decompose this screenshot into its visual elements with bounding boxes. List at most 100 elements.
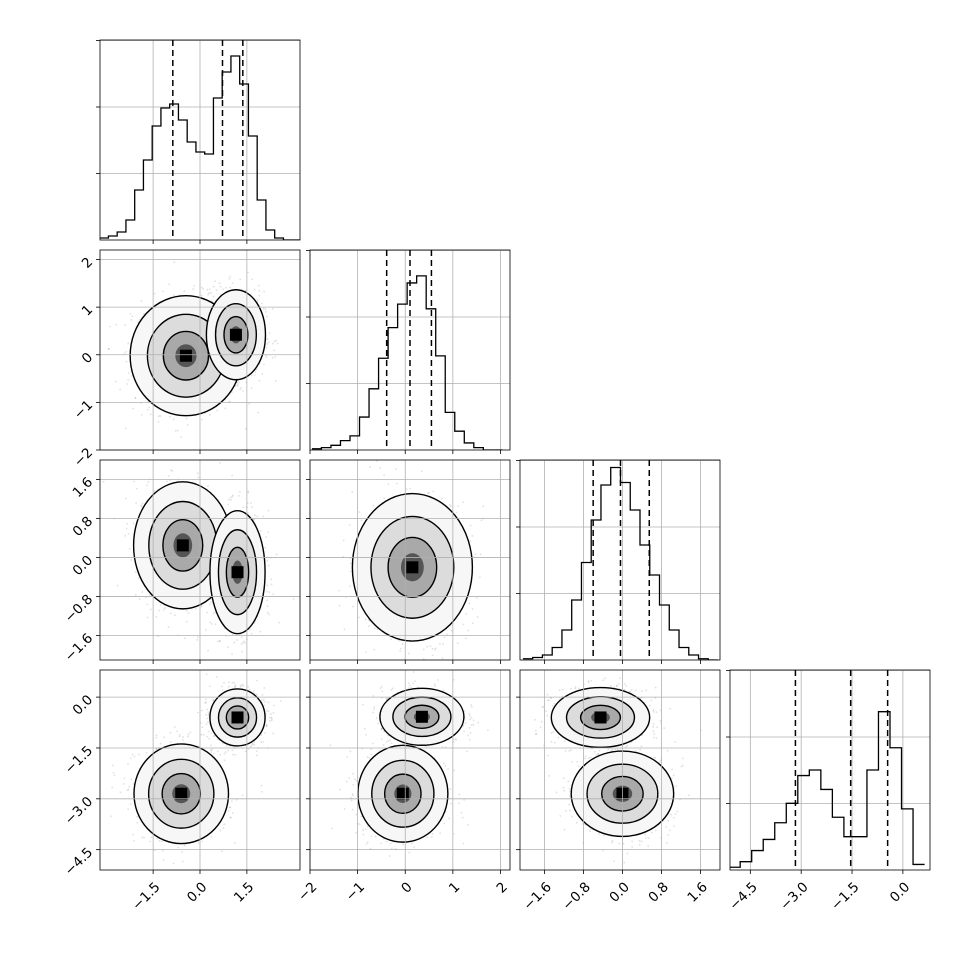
scatter-point <box>265 536 267 538</box>
scatter-point <box>343 628 346 631</box>
scatter-point <box>210 749 212 752</box>
scatter-point <box>173 261 176 264</box>
scatter-point <box>223 759 226 762</box>
scatter-point <box>227 646 230 649</box>
scatter-point <box>133 480 136 483</box>
scatter-point <box>243 640 245 643</box>
scatter-point <box>266 343 269 345</box>
scatter-point <box>200 286 203 289</box>
scatter-panel <box>107 261 279 439</box>
density-peak <box>179 349 192 362</box>
scatter-point <box>266 338 269 340</box>
scatter-point <box>262 307 265 310</box>
scatter-point <box>244 641 246 644</box>
scatter-point <box>394 662 396 664</box>
scatter-point <box>168 415 171 418</box>
scatter-point <box>228 277 231 280</box>
scatter-point <box>201 418 203 421</box>
scatter-point <box>167 626 170 629</box>
scatter-point <box>471 535 474 537</box>
scatter-point <box>133 839 135 842</box>
scatter-point <box>229 286 232 289</box>
scatter-point <box>221 850 223 853</box>
scatter-point <box>196 472 199 475</box>
scatter-point <box>113 774 116 777</box>
scatter-point <box>207 293 210 296</box>
scatter-point <box>129 803 132 806</box>
scatter-point <box>257 411 260 414</box>
scatter-point <box>260 302 263 305</box>
scatter-point <box>146 603 149 606</box>
scatter-point <box>162 290 164 293</box>
scatter-point <box>147 481 150 484</box>
scatter-point <box>128 785 131 788</box>
scatter-point <box>169 612 172 615</box>
panel-frame <box>309 459 511 661</box>
scatter-point <box>349 562 352 565</box>
scatter-point <box>244 289 247 292</box>
scatter-point <box>153 292 156 295</box>
scatter-point <box>185 417 188 420</box>
scatter-point <box>123 352 126 355</box>
scatter-point <box>162 609 165 611</box>
scatter-point <box>255 368 258 371</box>
scatter-point <box>399 650 401 653</box>
scatter-point <box>153 490 156 493</box>
scatter-point <box>259 530 262 532</box>
scatter-point <box>207 485 209 488</box>
scatter-point <box>231 653 233 656</box>
scatter-point <box>426 645 428 648</box>
scatter-point <box>372 504 375 507</box>
scatter-point <box>266 611 269 614</box>
scatter-point <box>268 332 271 334</box>
scatter-point <box>276 342 279 345</box>
scatter-point <box>242 389 244 392</box>
scatter-point <box>248 402 251 405</box>
scatter-point <box>237 494 240 497</box>
scatter-point <box>135 487 138 490</box>
scatter-point <box>187 733 190 736</box>
scatter-point <box>130 319 133 321</box>
scatter-point <box>167 475 170 477</box>
scatter-point <box>149 608 152 611</box>
scatter-point <box>270 578 273 581</box>
scatter-point <box>264 308 267 311</box>
scatter-point <box>267 564 270 567</box>
scatter-point <box>171 469 174 472</box>
scatter-point <box>240 643 243 646</box>
scatter-point <box>364 618 367 621</box>
scatter-point <box>268 613 270 616</box>
scatter-point <box>462 501 464 504</box>
scatter-point <box>212 612 215 615</box>
scatter-point <box>172 418 175 421</box>
scatter-point <box>266 590 268 593</box>
scatter-point <box>130 559 133 561</box>
scatter-point <box>210 744 212 747</box>
scatter-point <box>218 640 221 643</box>
scatter-point <box>402 683 404 685</box>
scatter-point <box>420 470 423 473</box>
scatter-point <box>270 583 273 586</box>
scatter-point <box>140 299 143 302</box>
scatter-point <box>168 283 171 286</box>
scatter-point <box>231 282 234 285</box>
scatter-point <box>450 629 453 632</box>
scatter-point <box>128 547 131 550</box>
scatter-point <box>158 609 161 612</box>
scatter-point <box>219 461 221 464</box>
scatter-point <box>126 789 129 792</box>
scatter-point <box>465 637 468 640</box>
density-peak <box>406 561 419 574</box>
scatter-point <box>446 633 448 636</box>
scatter-point <box>256 298 259 301</box>
scatter-point <box>248 628 251 631</box>
scatter-point <box>217 640 219 643</box>
scatter-point <box>434 647 437 650</box>
scatter-point <box>125 360 128 363</box>
scatter-point <box>129 312 132 315</box>
scatter-point <box>219 639 222 642</box>
scatter-point <box>134 397 137 400</box>
scatter-point <box>212 295 215 298</box>
scatter-point <box>125 350 128 353</box>
scatter-point <box>231 474 233 477</box>
